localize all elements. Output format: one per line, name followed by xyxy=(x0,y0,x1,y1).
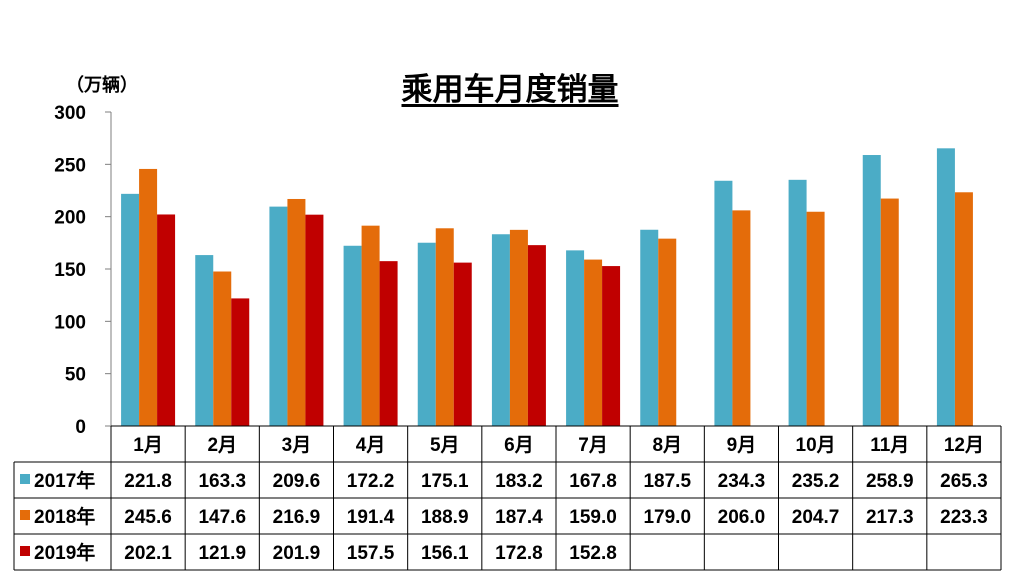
data-label: 172.2 xyxy=(347,471,395,492)
data-label: 235.2 xyxy=(792,471,840,492)
bar-2017年-8月 xyxy=(640,229,659,426)
legend-key-2017年 xyxy=(20,474,30,484)
bar-2017年-12月 xyxy=(936,148,955,426)
data-label: 187.5 xyxy=(643,471,691,492)
x-tick-label: 10月 xyxy=(796,435,836,456)
data-label: 217.3 xyxy=(866,507,914,528)
bar-2018年-2月 xyxy=(213,271,232,426)
data-label: 157.5 xyxy=(347,543,395,564)
bar-2019年-1月 xyxy=(157,214,176,426)
data-label: 167.8 xyxy=(569,471,617,492)
bar-2017年-11月 xyxy=(862,155,881,426)
bar-2017年-9月 xyxy=(714,180,733,426)
y-tick-label: 50 xyxy=(65,365,86,386)
data-label: 159.0 xyxy=(569,507,617,528)
data-label: 245.6 xyxy=(124,507,172,528)
bar-2017年-5月 xyxy=(417,242,436,426)
bar-2018年-1月 xyxy=(139,168,158,426)
bar-2019年-5月 xyxy=(453,262,472,426)
x-tick-label: 4月 xyxy=(356,435,386,456)
chart-title: 乘用车月度销量 xyxy=(401,72,619,108)
bar-2019年-4月 xyxy=(379,261,398,426)
y-tick-label: 300 xyxy=(54,103,86,124)
bar-2019年-7月 xyxy=(602,266,621,426)
data-label: 179.0 xyxy=(643,507,691,528)
data-label: 201.9 xyxy=(273,543,321,564)
y-tick-label: 100 xyxy=(54,312,86,333)
data-label: 188.9 xyxy=(421,507,469,528)
data-label: 183.2 xyxy=(495,471,543,492)
x-tick-label: 6月 xyxy=(504,435,534,456)
y-tick-label: 250 xyxy=(54,155,86,176)
legend-key-2018年 xyxy=(20,510,30,520)
bar-2018年-9月 xyxy=(732,210,751,426)
x-tick-label: 8月 xyxy=(652,435,682,456)
legend-label: 2018年 xyxy=(34,505,95,528)
x-tick-label: 11月 xyxy=(870,435,909,456)
data-label: 163.3 xyxy=(198,471,246,492)
bar-2018年-8月 xyxy=(658,238,677,426)
data-label: 187.4 xyxy=(495,507,543,528)
data-label: 234.3 xyxy=(718,471,766,492)
x-tick-label: 12月 xyxy=(944,435,984,456)
legend-label: 2019年 xyxy=(34,541,95,564)
x-tick-label: 7月 xyxy=(578,435,608,456)
bar-2017年-4月 xyxy=(343,245,362,426)
bar-2017年-6月 xyxy=(491,234,510,426)
data-label: 175.1 xyxy=(421,471,469,492)
y-tick-label: 0 xyxy=(75,417,86,438)
legend-label: 2017年 xyxy=(34,469,95,492)
bar-2018年-4月 xyxy=(361,225,380,426)
bar-2018年-10月 xyxy=(806,211,825,426)
y-axis-unit-label: （万辆） xyxy=(66,75,138,96)
data-label: 265.3 xyxy=(940,471,988,492)
data-label: 223.3 xyxy=(940,507,988,528)
bar-2019年-2月 xyxy=(231,298,250,426)
x-tick-label: 1月 xyxy=(133,435,163,456)
x-tick-label: 2月 xyxy=(207,435,237,456)
bar-2019年-6月 xyxy=(527,245,546,426)
data-label: 206.0 xyxy=(718,507,766,528)
data-label: 147.6 xyxy=(198,507,246,528)
bar-2018年-6月 xyxy=(509,229,528,426)
data-label: 216.9 xyxy=(273,507,321,528)
x-tick-label: 3月 xyxy=(282,435,312,456)
bar-2017年-10月 xyxy=(788,179,807,426)
y-tick-label: 150 xyxy=(54,260,86,281)
bar-2018年-5月 xyxy=(435,228,454,426)
bar-2018年-12月 xyxy=(954,192,973,426)
legend-key-2019年 xyxy=(20,546,30,556)
bar-2019年-3月 xyxy=(305,214,324,426)
x-tick-label: 9月 xyxy=(727,435,757,456)
data-label: 172.8 xyxy=(495,543,543,564)
data-label: 191.4 xyxy=(347,507,395,528)
data-label: 204.7 xyxy=(792,507,840,528)
data-label: 221.8 xyxy=(124,471,172,492)
bar-2017年-3月 xyxy=(269,206,288,426)
data-label: 209.6 xyxy=(273,471,321,492)
y-tick-label: 200 xyxy=(54,208,86,229)
data-label: 258.9 xyxy=(866,471,914,492)
data-label: 152.8 xyxy=(569,543,617,564)
bar-2017年-1月 xyxy=(121,193,140,426)
data-label: 156.1 xyxy=(421,543,469,564)
data-label: 121.9 xyxy=(198,543,246,564)
x-tick-label: 5月 xyxy=(430,435,460,456)
bar-2018年-11月 xyxy=(880,198,899,426)
bar-2017年-2月 xyxy=(195,255,214,426)
bar-2017年-7月 xyxy=(566,250,585,426)
bar-2018年-3月 xyxy=(287,198,306,426)
bar-2018年-7月 xyxy=(584,259,603,426)
data-label: 202.1 xyxy=(124,543,172,564)
